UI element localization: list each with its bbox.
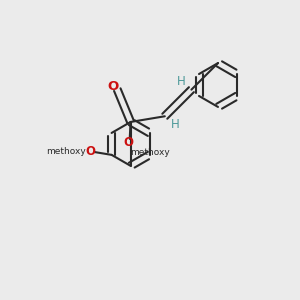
Text: O: O: [124, 136, 134, 149]
Text: methoxy: methoxy: [130, 148, 169, 157]
Text: H: H: [170, 118, 179, 131]
Text: O: O: [86, 145, 96, 158]
Text: O: O: [108, 80, 119, 93]
Text: methoxy: methoxy: [46, 147, 86, 156]
Text: H: H: [177, 75, 186, 88]
